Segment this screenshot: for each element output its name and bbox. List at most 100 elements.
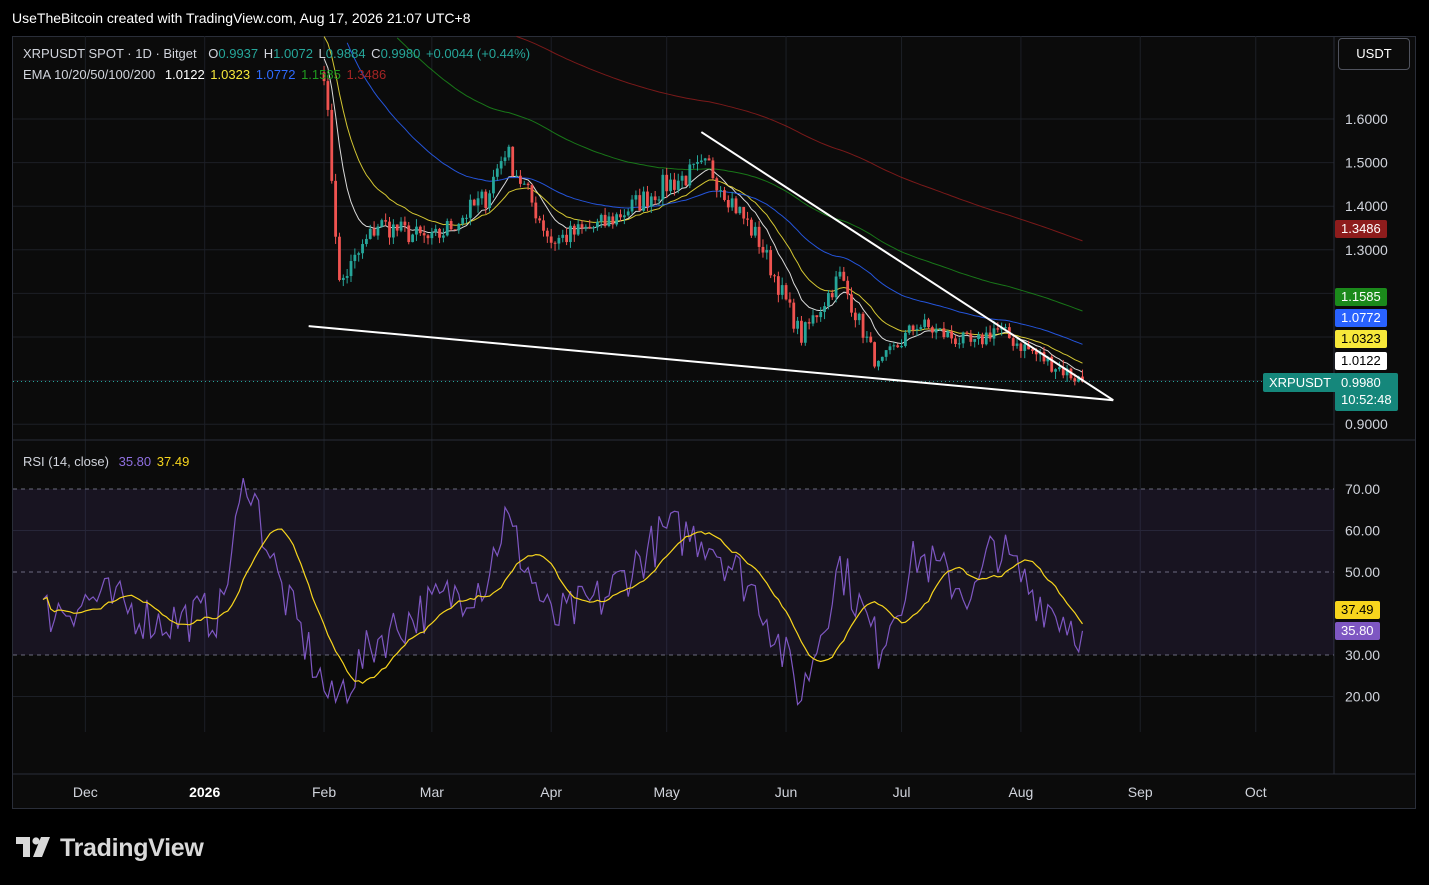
x-tick-label: Apr bbox=[540, 784, 562, 800]
candle-body bbox=[499, 161, 503, 169]
candle-body bbox=[892, 345, 896, 347]
candle-body bbox=[853, 312, 857, 321]
candle-body bbox=[453, 229, 457, 231]
candle-body bbox=[934, 328, 938, 333]
candle-body bbox=[503, 157, 507, 162]
candle-body bbox=[1019, 343, 1023, 351]
candle-body bbox=[784, 285, 788, 300]
candle-body bbox=[961, 332, 965, 344]
candle-body bbox=[692, 163, 696, 165]
rsi-tick-label: 70.00 bbox=[1345, 481, 1380, 497]
x-tick-label: Mar bbox=[420, 784, 444, 800]
candle-body bbox=[669, 179, 672, 192]
candle-body bbox=[553, 242, 557, 244]
candle-body bbox=[880, 356, 884, 361]
close-value: 0.9980 bbox=[380, 46, 421, 61]
candle-body bbox=[380, 220, 384, 227]
candle-body bbox=[646, 191, 649, 207]
candle-body bbox=[1046, 356, 1050, 362]
candle-body bbox=[1034, 350, 1038, 355]
candle-body bbox=[1004, 327, 1007, 329]
candle-body bbox=[457, 223, 461, 231]
candle-body bbox=[738, 206, 742, 214]
ema10-value: 1.0122 bbox=[164, 67, 205, 82]
candle-body bbox=[341, 277, 345, 280]
x-tick-label: Dec bbox=[73, 784, 98, 800]
candle-body bbox=[522, 183, 526, 185]
chart-frame[interactable] bbox=[12, 36, 1416, 809]
candle-body bbox=[946, 331, 950, 338]
candle-body bbox=[515, 175, 518, 177]
candle-body bbox=[857, 313, 861, 321]
candle-body bbox=[807, 322, 811, 324]
candle-body bbox=[353, 254, 357, 262]
candle-body bbox=[900, 345, 903, 348]
ema50-value: 1.0772 bbox=[255, 67, 296, 82]
candle-body bbox=[592, 227, 595, 229]
tradingview-logo[interactable]: TradingView bbox=[16, 832, 204, 864]
rsi-ma-value: 37.49 bbox=[156, 454, 190, 469]
candle-body bbox=[476, 198, 480, 206]
candle-body bbox=[823, 306, 826, 312]
candle-body bbox=[557, 237, 561, 244]
candle-body bbox=[930, 327, 934, 333]
rsi-ma-tag: 37.49 bbox=[1335, 601, 1380, 619]
candle-body bbox=[576, 224, 580, 235]
rsi-tag: 35.80 bbox=[1335, 622, 1380, 640]
candle-body bbox=[622, 215, 626, 218]
candle-body bbox=[850, 294, 853, 313]
ema-label: EMA 10/20/50/100/200 bbox=[23, 67, 156, 82]
change-value: +0.0044 (+0.44%) bbox=[425, 46, 531, 61]
candle-body bbox=[776, 276, 780, 295]
candle-body bbox=[526, 183, 530, 186]
currency-unit-button[interactable]: USDT bbox=[1338, 38, 1410, 70]
candle-body bbox=[715, 178, 719, 191]
bar-countdown: 10:52:48 bbox=[1341, 392, 1392, 407]
rsi-overbought-oversold-band bbox=[13, 489, 1334, 655]
candle-body bbox=[630, 199, 634, 212]
candle-body bbox=[711, 160, 715, 179]
candle-body bbox=[638, 195, 642, 211]
candle-body bbox=[726, 199, 730, 208]
candle-body bbox=[1050, 356, 1054, 372]
candle-body bbox=[719, 190, 722, 192]
candle-body bbox=[357, 253, 361, 255]
candle-body bbox=[403, 221, 407, 226]
candle-body bbox=[472, 199, 476, 206]
candle-body bbox=[368, 228, 372, 239]
candle-body bbox=[834, 276, 838, 298]
candle-body bbox=[684, 175, 688, 186]
candle-body bbox=[649, 196, 653, 207]
ema50-price-tag: 1.0772 bbox=[1335, 309, 1387, 327]
candle-body bbox=[484, 191, 488, 208]
candle-body bbox=[665, 174, 669, 192]
candle-body bbox=[480, 191, 484, 199]
candle-body bbox=[992, 328, 996, 339]
candle-body bbox=[430, 231, 434, 239]
rsi-line bbox=[42, 477, 1084, 706]
candle-body bbox=[877, 360, 880, 367]
candle-body bbox=[1015, 343, 1019, 346]
candle-body bbox=[361, 244, 364, 254]
candle-body bbox=[542, 220, 545, 231]
candle-body bbox=[619, 214, 622, 218]
candle-body bbox=[1065, 368, 1069, 376]
candle-body bbox=[661, 174, 665, 200]
rsi-label: RSI (14, close) bbox=[23, 454, 109, 469]
candle-body bbox=[827, 292, 830, 307]
candle-body bbox=[426, 235, 430, 239]
candle-body bbox=[634, 195, 638, 200]
candle-body bbox=[954, 338, 957, 344]
candle-body bbox=[769, 250, 773, 276]
open-value: 0.9937 bbox=[218, 46, 259, 61]
ema10-line bbox=[323, 58, 1083, 373]
price-tick-label: 1.6000 bbox=[1345, 111, 1388, 127]
ema10-price-tag: 1.0122 bbox=[1335, 352, 1387, 370]
rsi-value: 35.80 bbox=[118, 454, 152, 469]
candle-body bbox=[923, 319, 927, 328]
candle-body bbox=[345, 276, 349, 278]
rsi-legend: RSI (14, close) 35.80 37.49 bbox=[23, 454, 191, 469]
x-tick-label: May bbox=[653, 784, 679, 800]
candle-body bbox=[984, 332, 988, 345]
